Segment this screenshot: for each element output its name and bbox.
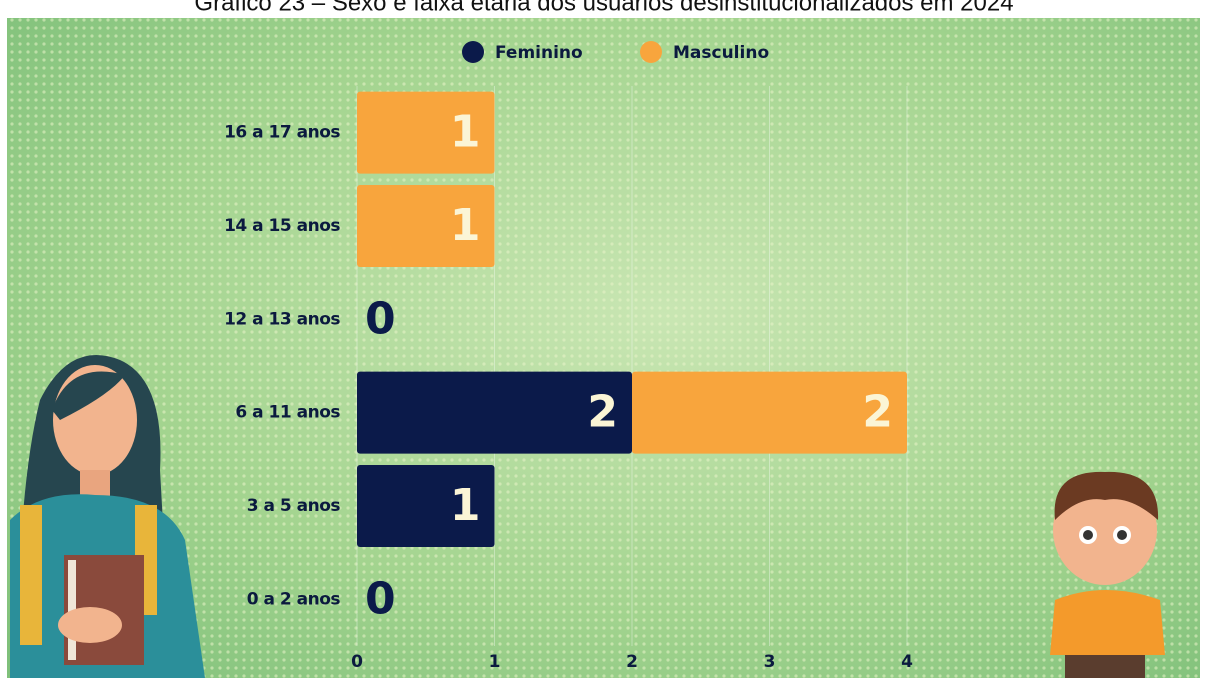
data-label: 2	[862, 387, 893, 438]
y-tick-label: 6 a 11 anos	[235, 403, 340, 423]
x-tick-label: 1	[489, 652, 501, 672]
y-tick-label: 3 a 5 anos	[247, 496, 341, 516]
x-tick-label: 2	[626, 652, 638, 672]
y-tick-label: 12 a 13 anos	[224, 309, 340, 329]
data-label: 1	[450, 200, 481, 251]
y-tick-label: 14 a 15 anos	[224, 216, 340, 236]
data-label: 2	[587, 387, 618, 438]
y-tick-label: 0 a 2 anos	[247, 589, 341, 609]
data-label: 1	[450, 480, 481, 531]
legend-label: Masculino	[673, 43, 769, 63]
bar-segment	[357, 185, 495, 267]
plot: 0 1 2 3 4 Feminino Masculino 16 a 17 anos 1 14 a …	[224, 41, 913, 672]
legend-marker	[640, 41, 662, 63]
bar-segment	[632, 371, 907, 454]
bar-segment	[357, 91, 495, 174]
data-label: 0	[365, 573, 396, 624]
girl-illustration	[10, 355, 205, 678]
legend-label: Feminino	[495, 43, 583, 63]
bar-segment	[357, 371, 632, 454]
data-label: 0	[365, 293, 396, 344]
x-tick-label: 3	[764, 652, 776, 672]
x-tick-label: 4	[901, 652, 913, 672]
chart-title: Gráfico 23 – Sexo e faixa etária dos usu…	[194, 0, 1013, 16]
legend-marker	[462, 41, 484, 63]
texture	[7, 18, 1200, 678]
boy-illustration	[1050, 471, 1165, 678]
y-tick-label: 16 a 17 anos	[224, 123, 340, 143]
bar-segment	[357, 465, 495, 547]
data-label: 1	[450, 107, 481, 158]
x-tick-label: 0	[351, 652, 363, 672]
